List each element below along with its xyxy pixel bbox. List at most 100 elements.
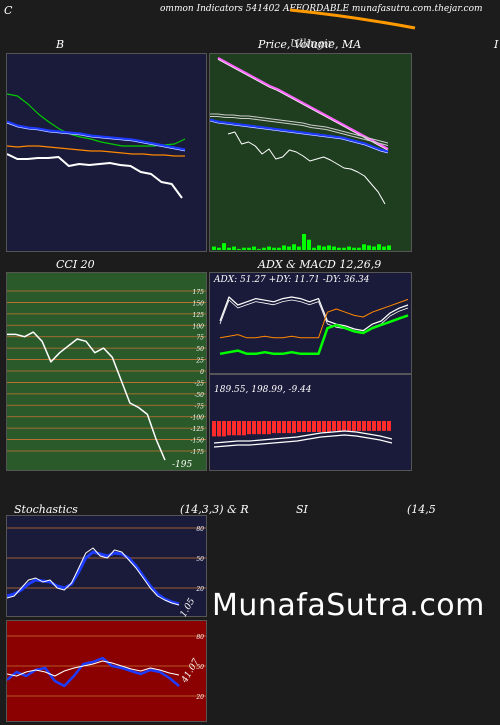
adx-chart [219, 296, 409, 356]
ma-mid-line-b [210, 116, 389, 146]
volume-bar [357, 247, 361, 250]
volume-bar [297, 246, 301, 250]
cci-tick-label: -150 [191, 438, 205, 445]
volume-bar [272, 247, 276, 250]
volume-bar [307, 239, 311, 250]
macd-bar [302, 421, 306, 432]
macd-bar [327, 421, 331, 432]
macd-bar [287, 421, 291, 434]
watermark: MunafaSutra.com [212, 588, 485, 623]
macd-chart [212, 421, 393, 448]
volume-bar [282, 245, 286, 250]
macd-bar [357, 421, 361, 431]
macd-bar [342, 421, 346, 431]
price-line [227, 131, 386, 205]
macd-bar [317, 421, 321, 432]
panel-title-overlap: Ullingir [290, 37, 333, 50]
macd-bar [307, 421, 311, 432]
bollinger-panel [6, 53, 207, 252]
cci-tick-label: 25 [195, 358, 204, 365]
macd-bar [337, 421, 341, 431]
macd-readout: 189.55, 198.99, -9.44 [214, 385, 312, 395]
ma-long-line [217, 57, 389, 150]
macd-bar [262, 421, 266, 435]
cci-tick-label: 100 [193, 323, 205, 330]
volume-bar [322, 246, 326, 250]
volume-bar [312, 247, 316, 250]
cci-tick-label: -25 [194, 380, 204, 387]
volume-bar [217, 247, 221, 250]
volume-bar [247, 247, 251, 250]
volume-bar [342, 247, 346, 250]
macd-bar [217, 421, 221, 437]
ma-short-highlight [210, 120, 389, 154]
ma-short-line [210, 118, 389, 154]
macd-bar [282, 421, 286, 434]
macd-signal-line [213, 434, 393, 448]
page-left-letter: C [4, 4, 13, 17]
volume-bar [237, 248, 241, 250]
stoch-title: Stochastics [14, 503, 78, 516]
price-panel [209, 53, 412, 252]
volume-bar [367, 245, 371, 250]
macd-bar [212, 421, 216, 437]
cci-tick-label: 125 [193, 312, 205, 319]
macd-panel [209, 374, 412, 471]
bollinger-price-line [7, 153, 183, 199]
macd-bar [372, 421, 376, 431]
volume-bar [252, 246, 256, 250]
volume-bar [347, 246, 351, 250]
adx-line [219, 314, 409, 356]
price-chart [210, 57, 391, 250]
cci-chart: 175 150 125 100 75 50 25 0 -25 -50 -75 -100 -125 -150… [7, 289, 206, 461]
macd-bar [382, 421, 386, 431]
bollinger-mid-line [7, 120, 186, 152]
volume-bar [227, 247, 231, 250]
volume-bar [257, 248, 261, 250]
macd-bar [292, 421, 296, 434]
panel-title-b: B [56, 38, 65, 51]
macd-bar [387, 421, 391, 431]
volume-bar [292, 244, 296, 250]
macd-bar [242, 421, 246, 436]
macd-bar [232, 421, 236, 436]
macd-bar [322, 421, 326, 432]
macd-bar [227, 421, 231, 436]
macd-bar [352, 421, 356, 431]
cci-tick-label: 0 [200, 369, 204, 376]
macd-bar [247, 421, 251, 435]
stochastics-chart: 80 50 20 [7, 526, 206, 606]
rsi-tick-label: 80 [196, 634, 204, 641]
panel-title-price: Price, Volume, MA [258, 38, 362, 51]
macd-bar [272, 421, 276, 434]
volume-bar [337, 247, 341, 250]
macd-bar [312, 421, 316, 432]
cci-tick-label: 150 [193, 300, 205, 307]
cci-line [7, 331, 166, 461]
cci-panel: 175 150 125 100 75 50 25 0 -25 -50 -75 -100 -125 -150… [6, 272, 207, 471]
stoch-tick-label: 20 [195, 586, 204, 593]
rsi-params: (14,5 [407, 503, 436, 516]
panel-title-right-edge: I [494, 38, 499, 51]
ma-long-highlight [217, 59, 389, 151]
bollinger-mid-highlight [7, 122, 186, 152]
macd-bar [222, 421, 226, 437]
adx-minus-line [219, 298, 409, 339]
volume-bar [382, 246, 386, 250]
macd-bar [367, 421, 371, 431]
ma-mid-line-a [210, 113, 389, 144]
rsi-blue-line [7, 656, 180, 688]
rsi-line [7, 660, 180, 677]
volume-bar [317, 245, 321, 250]
adx-plus-line-b [219, 299, 409, 334]
stochastics-panel: 80 50 20 [6, 515, 207, 617]
macd-bar [362, 421, 366, 431]
volume-bar [332, 246, 336, 250]
stoch-params: (14,3,3) & R [180, 503, 249, 516]
volume-bar [242, 247, 246, 250]
adx-panel [209, 272, 412, 374]
bollinger-lower-line [7, 145, 185, 157]
page-title: ommon Indicators 541402 AFFORDABLE munaf… [160, 4, 483, 14]
bollinger-chart [7, 93, 186, 199]
stoch-tick-label: 80 [196, 526, 204, 533]
